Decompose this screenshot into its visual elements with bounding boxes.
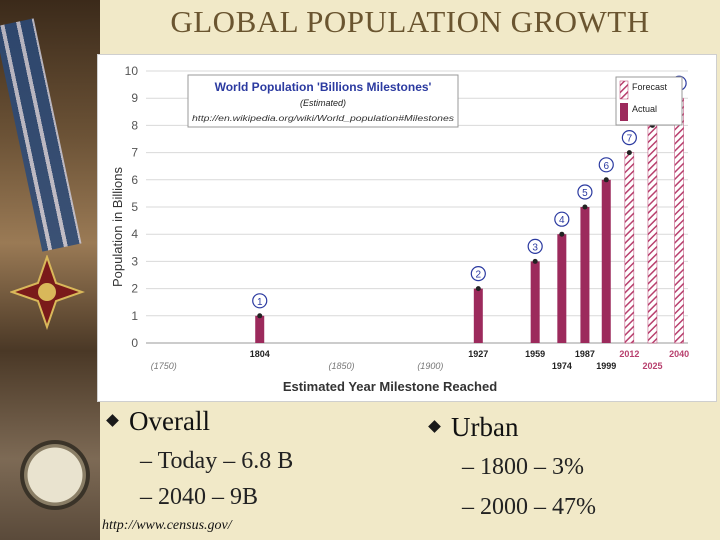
- legend-forecast-swatch: [619, 80, 629, 100]
- medal-ribbon-graphic: [0, 18, 82, 252]
- bar-1999: [601, 179, 611, 343]
- milestone-marker-number: 3: [532, 242, 538, 253]
- y-tick-label: 7: [131, 146, 138, 160]
- x-tick-labels: (1750) (1850) (1900) 1804 1927 1959 1974198719…: [151, 349, 689, 371]
- milestone-marker-circle: [598, 157, 614, 173]
- x-tick-label-1959: 1959: [525, 349, 545, 359]
- bar-top-dot: [475, 286, 481, 292]
- urban-item-2: – 2000 – 47%: [462, 494, 596, 520]
- y-tick-label: 8: [131, 118, 138, 132]
- bar-1974: [557, 234, 567, 343]
- chart-legend: Forecast Actual: [615, 76, 683, 126]
- population-chart: 0 1 2 3 4 5 6 7 8 9 10 1 2 3 4 5 6 7 8 9 (1750) (1850) (1900…: [97, 54, 717, 402]
- chart-source-url: http://en.wikipedia.org/wiki/World_popul…: [192, 114, 454, 123]
- x-tick-label-1927: 1927: [468, 349, 488, 359]
- milestone-marker-circle: [577, 184, 593, 200]
- y-axis-label: Population in Billions: [110, 167, 125, 287]
- bar-top-dot: [257, 313, 263, 319]
- bar-2025: [647, 125, 658, 344]
- bar-2040: [674, 97, 684, 344]
- y-tick-label: 2: [131, 282, 138, 296]
- slide-title: GLOBAL POPULATION GROWTH: [170, 4, 650, 39]
- urban-heading: Urban: [428, 412, 519, 443]
- bar-top-dot: [582, 204, 588, 210]
- overall-item-1: – Today – 6.8 B: [140, 448, 294, 474]
- legend-actual-label: Actual: [632, 104, 657, 114]
- milestone-marker-circle: [621, 129, 637, 146]
- x-axis-label: Estimated Year Milestone Reached: [283, 379, 497, 394]
- milestone-marker-number: 7: [627, 134, 633, 145]
- urban-heading-text: Urban: [451, 412, 519, 442]
- medal-cross-icon: [10, 255, 85, 330]
- y-tick-labels: 0 1 2 3 4 5 6 7 8 9 10: [125, 64, 139, 350]
- x-ref-year-label: (1850): [328, 361, 354, 371]
- diamond-bullet-icon: [428, 420, 441, 434]
- bar-2012: [624, 152, 635, 344]
- overall-heading-text: Overall: [129, 406, 210, 436]
- footer-source-link[interactable]: http://www.census.gov/: [102, 518, 232, 533]
- chart-svg: 0 1 2 3 4 5 6 7 8 9 10 1 2 3 4 5 6 7 8 9 (1750) (1850) (1900…: [110, 64, 689, 394]
- y-tick-label: 3: [131, 254, 138, 268]
- milestone-marker-number: 2: [476, 270, 482, 281]
- x-ref-year-label: (1750): [151, 361, 177, 371]
- bar-1987: [580, 207, 590, 343]
- milestone-marker-number: 4: [559, 215, 565, 226]
- milestone-marker-number: 6: [603, 161, 609, 172]
- y-tick-label: 1: [131, 309, 138, 323]
- y-tick-label: 10: [125, 64, 139, 78]
- overall-item-2: – 2040 – 9B: [140, 484, 259, 510]
- y-tick-label: 9: [131, 91, 138, 105]
- bar-top-dot: [603, 177, 609, 183]
- x-ref-year-label: (1900): [417, 361, 443, 371]
- compass-icon: [20, 440, 90, 510]
- milestone-marker-circle: [527, 238, 543, 254]
- bar-top-dot: [626, 150, 632, 156]
- chart-title: World Population 'Billions Milestones': [215, 80, 432, 94]
- overall-heading: Overall: [106, 406, 210, 437]
- bar-top-dot: [559, 231, 565, 237]
- legend-forecast-label: Forecast: [632, 82, 668, 92]
- bar-1804: [255, 315, 265, 343]
- milestone-marker-circle: [470, 266, 486, 282]
- bullet-section: Overall – Today – 6.8 B – 2040 – 9B Urba…: [100, 402, 720, 540]
- header-band: [100, 0, 720, 50]
- chart-title-box: World Population 'Billions Milestones' (…: [187, 74, 459, 128]
- bar-1959: [530, 261, 540, 343]
- x-tick-label-1804: 1804: [250, 349, 270, 359]
- y-tick-label: 5: [131, 200, 138, 214]
- bar-1927: [473, 288, 483, 343]
- milestone-marker-circle: [252, 293, 268, 309]
- y-tick-label: 0: [131, 336, 138, 350]
- legend-actual-swatch: [620, 103, 628, 121]
- y-tick-label: 4: [131, 227, 138, 241]
- decorative-collage: [0, 0, 100, 540]
- milestone-marker-number: 5: [582, 188, 588, 199]
- chart-subtitle: (Estimated): [300, 98, 346, 108]
- milestone-marker-number: 1: [257, 297, 263, 308]
- x-tick-label-1999: 1999: [596, 361, 616, 371]
- x-tick-label-2012: 2012: [619, 349, 639, 359]
- urban-item-1: – 1800 – 3%: [462, 454, 584, 480]
- y-tick-label: 6: [131, 173, 138, 187]
- x-tick-label-1974: 1974: [552, 361, 572, 371]
- milestone-marker-circle: [554, 211, 570, 227]
- x-tick-label-2025: 2025: [642, 361, 662, 371]
- x-tick-label-2040: 2040: [669, 349, 689, 359]
- bar-top-dot: [532, 258, 538, 264]
- diamond-bullet-icon: [106, 414, 119, 428]
- x-tick-label-1987: 1987: [575, 349, 595, 359]
